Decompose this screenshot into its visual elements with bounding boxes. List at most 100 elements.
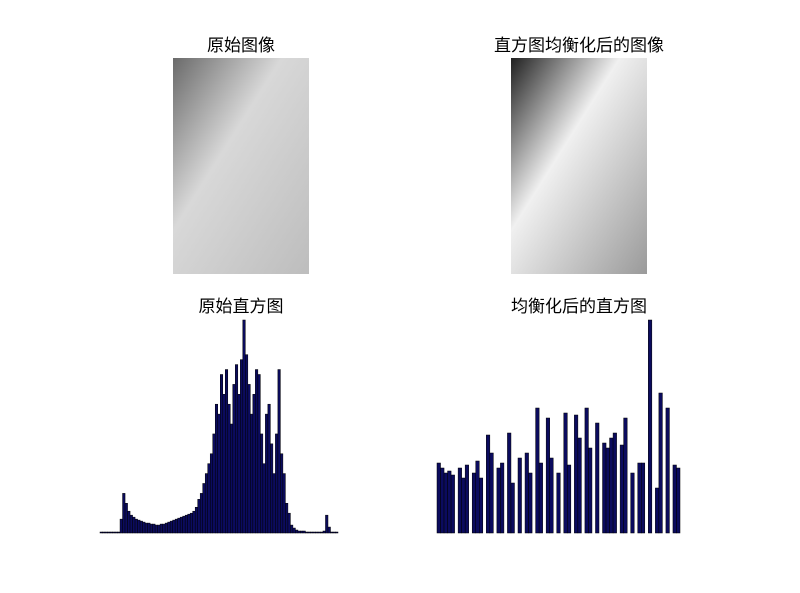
bar <box>227 403 231 534</box>
bar <box>500 462 505 534</box>
bar <box>447 470 452 534</box>
bar <box>602 442 607 534</box>
bar <box>237 394 241 534</box>
bar <box>162 523 166 534</box>
image-title: 直方图均衡化后的图像 <box>494 36 664 56</box>
bar <box>192 510 196 534</box>
bar <box>295 529 299 534</box>
bar <box>255 369 259 534</box>
bar <box>107 531 111 534</box>
bar <box>277 369 281 534</box>
bar <box>489 452 494 534</box>
bar <box>154 524 158 534</box>
bar <box>204 473 208 534</box>
bar <box>104 531 108 534</box>
bar <box>672 464 677 534</box>
bar <box>275 433 279 534</box>
bar <box>164 522 168 534</box>
bar <box>665 407 670 534</box>
bar <box>609 437 614 534</box>
bar <box>172 519 176 534</box>
bar <box>315 531 319 534</box>
bar <box>612 432 617 534</box>
bar <box>280 453 284 534</box>
bar <box>658 392 663 534</box>
bar <box>202 483 206 534</box>
bar <box>322 530 326 534</box>
bar <box>563 412 568 534</box>
bar <box>177 517 181 534</box>
bar <box>619 444 624 534</box>
bar <box>538 462 543 534</box>
bar <box>528 472 533 534</box>
bar <box>325 514 329 534</box>
bar <box>114 531 118 534</box>
bar <box>152 523 156 534</box>
bar <box>549 457 554 534</box>
bar <box>332 531 336 534</box>
bar <box>330 531 334 534</box>
bar <box>235 364 239 534</box>
bar <box>179 516 183 534</box>
bar <box>517 457 522 534</box>
bar <box>247 384 251 534</box>
bar <box>117 531 121 534</box>
bar <box>159 523 163 534</box>
bar <box>124 503 128 534</box>
bar <box>510 482 515 534</box>
bar <box>122 493 126 534</box>
bar <box>132 516 136 534</box>
bar <box>535 407 540 534</box>
bar <box>648 319 653 534</box>
bar <box>471 472 476 534</box>
bar <box>479 477 484 534</box>
bar <box>588 447 593 534</box>
equalized-image <box>511 58 647 274</box>
bar <box>260 433 264 534</box>
original-image <box>173 58 309 274</box>
bar <box>147 522 151 534</box>
bar <box>182 515 186 534</box>
bar <box>267 403 271 534</box>
bar <box>475 460 480 534</box>
bar <box>305 531 309 534</box>
bar <box>197 499 201 534</box>
bar <box>282 473 286 534</box>
bar <box>189 512 193 534</box>
bar <box>240 359 244 534</box>
bar <box>214 403 218 534</box>
bar <box>217 413 221 534</box>
bar <box>461 477 466 534</box>
bar <box>507 432 512 534</box>
image-title: 原始图像 <box>207 36 275 56</box>
bar <box>335 531 339 534</box>
bar <box>157 524 161 534</box>
bar <box>242 319 246 534</box>
bar <box>270 443 274 534</box>
bar <box>109 531 113 534</box>
bar <box>174 518 178 534</box>
bar <box>142 521 146 534</box>
bar <box>112 531 116 534</box>
bar <box>450 474 455 534</box>
bar <box>496 467 501 534</box>
bar <box>630 472 635 534</box>
bar <box>102 531 106 534</box>
bar <box>464 464 469 534</box>
bar <box>577 437 582 534</box>
bar <box>144 522 148 534</box>
bar <box>139 520 143 534</box>
bar <box>676 467 681 534</box>
bar <box>225 369 229 534</box>
bar <box>320 531 324 534</box>
bar <box>440 467 445 534</box>
bar <box>436 462 441 534</box>
bar <box>222 394 226 534</box>
bar <box>134 518 138 534</box>
bar <box>302 530 306 534</box>
bar <box>524 452 529 534</box>
bar <box>212 433 216 534</box>
bar <box>605 447 610 534</box>
bar <box>119 518 123 534</box>
